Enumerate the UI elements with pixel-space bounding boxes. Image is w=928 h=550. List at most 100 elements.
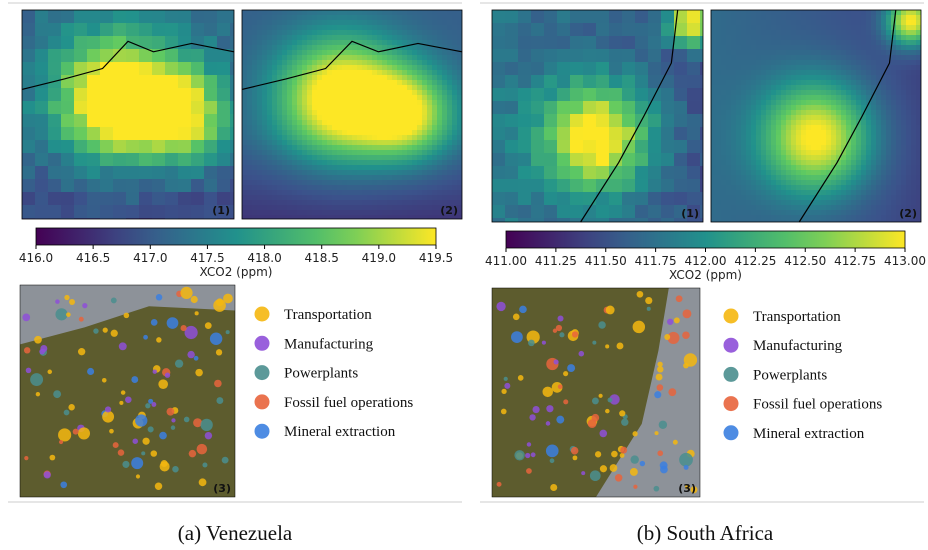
grid-cell (861, 120, 866, 125)
grid-cell (297, 40, 302, 45)
grid-cell (402, 30, 407, 35)
grid-cell (861, 25, 866, 30)
grid-cell (262, 205, 267, 210)
grid-cell (505, 49, 518, 62)
grid-cell (262, 120, 267, 125)
grid-cell (272, 140, 277, 145)
grid-cell (866, 195, 871, 200)
grid-cell (886, 105, 891, 110)
grid-cell (312, 190, 317, 195)
grid-cell (811, 40, 816, 45)
grid-cell (821, 30, 826, 35)
grid-cell (771, 215, 776, 220)
grid-cell (821, 70, 826, 75)
grid-cell (635, 140, 648, 153)
grid-cell (165, 88, 178, 101)
grid-cell (312, 120, 317, 125)
grid-cell (906, 200, 911, 205)
grid-cell (831, 130, 836, 135)
colorbar-tick-label: 416.5 (76, 251, 110, 265)
grid-cell (544, 179, 557, 192)
grid-cell (811, 85, 816, 90)
source-dot (558, 384, 563, 389)
grid-cell (687, 23, 700, 36)
grid-cell (262, 125, 267, 130)
grid-cell (766, 130, 771, 135)
grid-cell (756, 25, 761, 30)
grid-cell (422, 195, 427, 200)
grid-cell (247, 175, 252, 180)
grid-cell (831, 200, 836, 205)
grid-cell (342, 20, 347, 25)
grid-cell (204, 140, 217, 153)
grid-cell (357, 10, 362, 15)
grid-cell (796, 85, 801, 90)
grid-cell (447, 190, 452, 195)
grid-cell (841, 65, 846, 70)
grid-cell (518, 10, 531, 23)
grid-cell (906, 85, 911, 90)
grid-cell (761, 100, 766, 105)
grid-cell (267, 45, 272, 50)
grid-cell (317, 200, 322, 205)
grid-cell (846, 45, 851, 50)
grid-cell (635, 192, 648, 205)
grid-cell (609, 127, 622, 140)
grid-cell (407, 115, 412, 120)
grid-cell (277, 40, 282, 45)
grid-cell (347, 125, 352, 130)
grid-cell (347, 135, 352, 140)
grid-cell (407, 10, 412, 15)
grid-cell (826, 20, 831, 25)
grid-cell (756, 210, 761, 215)
grid-cell (412, 110, 417, 115)
grid-cell (347, 15, 352, 20)
grid-cell (766, 45, 771, 50)
source-dot (109, 429, 114, 434)
grid-cell (841, 60, 846, 65)
grid-cell (178, 36, 191, 49)
grid-cell (906, 140, 911, 145)
source-dot (659, 421, 667, 429)
grid-cell (761, 55, 766, 60)
grid-cell (447, 150, 452, 155)
grid-cell (609, 205, 622, 218)
grid-cell (397, 95, 402, 100)
grid-cell (861, 140, 866, 145)
grid-cell (317, 45, 322, 50)
grid-cell (342, 140, 347, 145)
grid-cell (204, 179, 217, 192)
source-dot (36, 392, 40, 396)
grid-cell (891, 70, 896, 75)
grid-cell (292, 195, 297, 200)
grid-cell (307, 120, 312, 125)
grid-cell (674, 166, 687, 179)
grid-cell (61, 153, 74, 166)
grid-cell (811, 100, 816, 105)
grid-cell (352, 155, 357, 160)
grid-cell (362, 55, 367, 60)
grid-cell (427, 15, 432, 20)
grid-cell (437, 175, 442, 180)
grid-cell (357, 65, 362, 70)
grid-cell (307, 55, 312, 60)
grid-cell (716, 10, 721, 15)
source-dot (533, 406, 540, 413)
grid-cell (826, 145, 831, 150)
grid-cell (911, 85, 916, 90)
grid-cell (337, 185, 342, 190)
grid-cell (292, 70, 297, 75)
grid-cell (422, 130, 427, 135)
grid-cell (851, 110, 856, 115)
grid-cell (402, 10, 407, 15)
grid-cell (831, 25, 836, 30)
grid-cell (257, 125, 262, 130)
grid-cell (242, 175, 247, 180)
grid-cell (35, 36, 48, 49)
grid-cell (661, 114, 674, 127)
grid-cell (317, 205, 322, 210)
grid-cell (307, 165, 312, 170)
grid-cell (242, 170, 247, 175)
grid-cell (437, 10, 442, 15)
grid-cell (165, 62, 178, 75)
